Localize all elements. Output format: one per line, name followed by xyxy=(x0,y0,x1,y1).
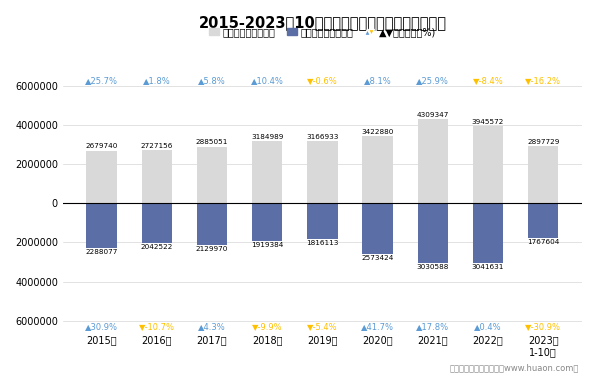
Bar xyxy=(307,203,338,239)
Text: ▲1.8%: ▲1.8% xyxy=(143,76,171,85)
Text: 2288077: 2288077 xyxy=(85,249,118,255)
Text: ▼-16.2%: ▼-16.2% xyxy=(525,76,561,85)
Bar xyxy=(528,203,558,238)
Bar xyxy=(252,141,282,203)
Text: ▲25.7%: ▲25.7% xyxy=(85,76,118,85)
Bar xyxy=(307,141,338,203)
Bar xyxy=(87,151,117,203)
Text: ▲41.7%: ▲41.7% xyxy=(361,322,394,331)
Bar xyxy=(252,203,282,241)
Bar xyxy=(362,203,393,254)
Text: 2042522: 2042522 xyxy=(141,244,173,250)
Text: ▼-10.7%: ▼-10.7% xyxy=(139,322,175,331)
Text: 3945572: 3945572 xyxy=(472,119,504,125)
Bar xyxy=(197,203,227,245)
Text: 3041631: 3041631 xyxy=(472,264,504,270)
Bar xyxy=(418,203,448,263)
Bar xyxy=(473,203,503,263)
Text: ▲5.8%: ▲5.8% xyxy=(198,76,226,85)
Text: ▼-9.9%: ▼-9.9% xyxy=(252,322,282,331)
Bar xyxy=(528,146,558,203)
Title: 2015-2023年10月郑州新郑综合保税区进、出口额: 2015-2023年10月郑州新郑综合保税区进、出口额 xyxy=(198,15,447,30)
Bar xyxy=(418,119,448,203)
Text: 4309347: 4309347 xyxy=(417,112,449,118)
Text: ▼-8.4%: ▼-8.4% xyxy=(473,76,503,85)
Text: ▼-30.9%: ▼-30.9% xyxy=(525,322,561,331)
Text: ▲10.4%: ▲10.4% xyxy=(251,76,284,85)
Text: 3030588: 3030588 xyxy=(417,264,449,270)
Bar xyxy=(87,203,117,248)
Text: ▼-0.6%: ▼-0.6% xyxy=(307,76,338,85)
Text: ▲30.9%: ▲30.9% xyxy=(85,322,118,331)
Text: ▼-5.4%: ▼-5.4% xyxy=(307,322,338,331)
Text: 2727156: 2727156 xyxy=(141,143,173,149)
Text: ▲25.9%: ▲25.9% xyxy=(416,76,450,85)
Text: 3184989: 3184989 xyxy=(251,133,284,139)
Text: ▲4.3%: ▲4.3% xyxy=(198,322,226,331)
Text: ▲0.4%: ▲0.4% xyxy=(474,322,502,331)
Bar xyxy=(362,136,393,203)
Bar xyxy=(141,150,172,203)
Text: 制图：华经产业研究院（www.huaon.com）: 制图：华经产业研究院（www.huaon.com） xyxy=(450,363,579,372)
Text: 3166933: 3166933 xyxy=(306,134,338,140)
Text: 1919384: 1919384 xyxy=(251,242,284,248)
Text: 2129970: 2129970 xyxy=(196,246,228,252)
Text: 2573424: 2573424 xyxy=(361,255,394,261)
Text: 2679740: 2679740 xyxy=(85,144,118,150)
Bar xyxy=(197,147,227,203)
Bar xyxy=(473,126,503,203)
Text: 1767604: 1767604 xyxy=(527,239,559,245)
Text: 2897729: 2897729 xyxy=(527,139,559,145)
Text: ▲8.1%: ▲8.1% xyxy=(364,76,392,85)
Text: 3422880: 3422880 xyxy=(361,129,394,135)
Text: 2885051: 2885051 xyxy=(196,139,228,146)
Text: 1816113: 1816113 xyxy=(306,240,338,246)
Bar xyxy=(141,203,172,243)
Text: ▲17.8%: ▲17.8% xyxy=(416,322,450,331)
Legend: 出口总额（万美元）, 进口总额（万美元）, ▲▼同比增速（%): 出口总额（万美元）, 进口总额（万美元）, ▲▼同比增速（%) xyxy=(205,23,440,41)
